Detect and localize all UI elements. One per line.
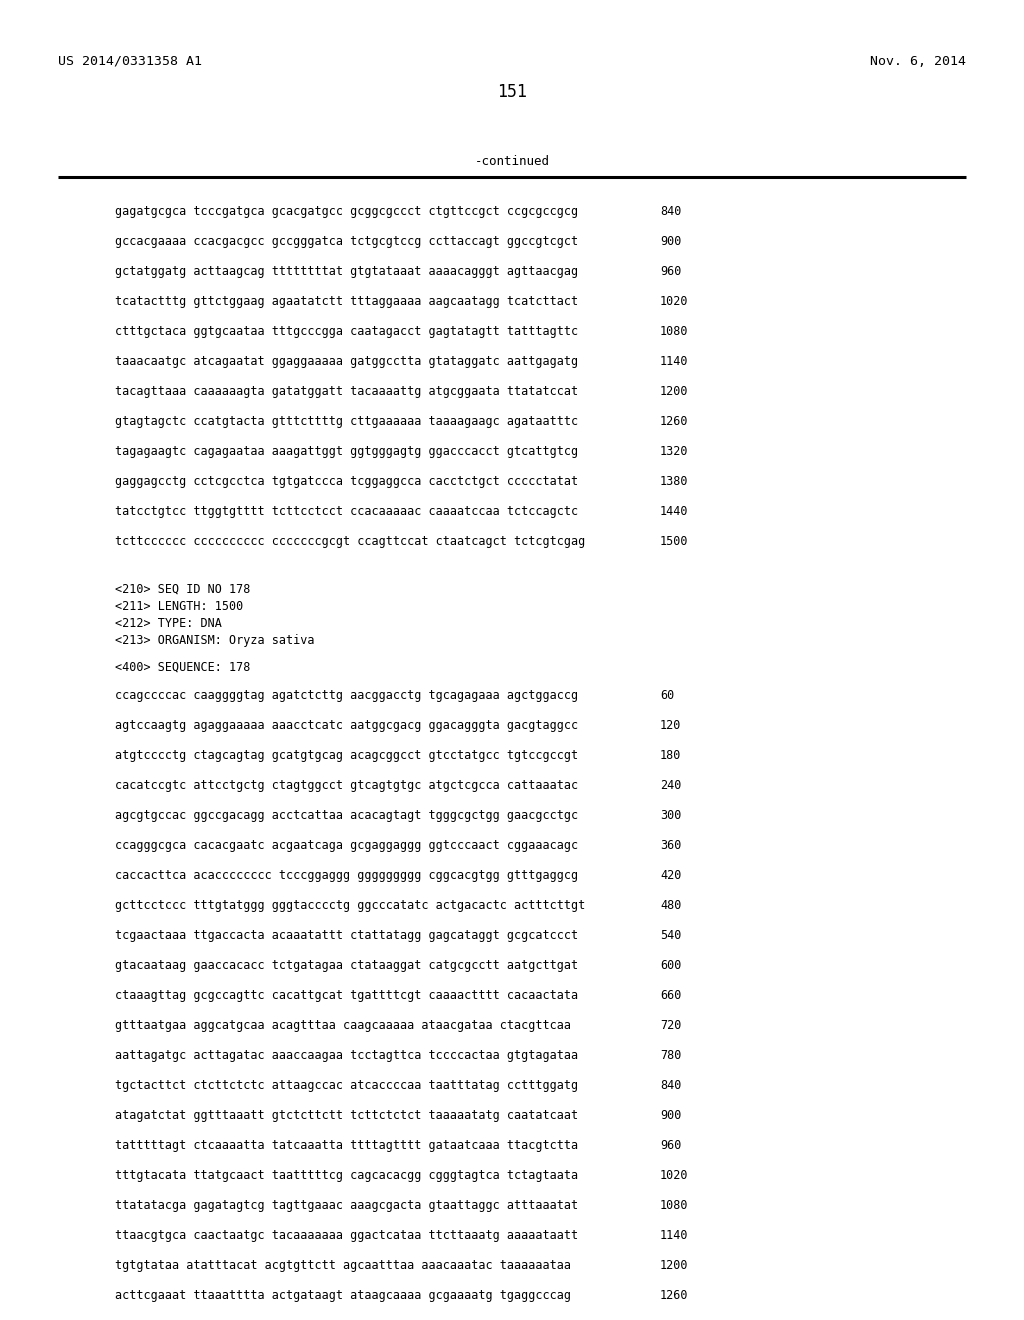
Text: 1500: 1500 xyxy=(660,535,688,548)
Text: cacatccgtc attcctgctg ctagtggcct gtcagtgtgc atgctcgcca cattaaatac: cacatccgtc attcctgctg ctagtggcct gtcagtg… xyxy=(115,779,579,792)
Text: 1200: 1200 xyxy=(660,1259,688,1272)
Text: <210> SEQ ID NO 178: <210> SEQ ID NO 178 xyxy=(115,583,251,597)
Text: tcatactttg gttctggaag agaatatctt tttaggaaaa aagcaatagg tcatcttact: tcatactttg gttctggaag agaatatctt tttagga… xyxy=(115,294,579,308)
Text: 360: 360 xyxy=(660,840,681,851)
Text: Nov. 6, 2014: Nov. 6, 2014 xyxy=(870,55,966,69)
Text: <400> SEQUENCE: 178: <400> SEQUENCE: 178 xyxy=(115,661,251,675)
Text: 840: 840 xyxy=(660,205,681,218)
Text: gtacaataag gaaccacacc tctgatagaa ctataaggat catgcgcctt aatgcttgat: gtacaataag gaaccacacc tctgatagaa ctataag… xyxy=(115,960,579,972)
Text: taaacaatgc atcagaatat ggaggaaaaa gatggcctta gtataggatc aattgagatg: taaacaatgc atcagaatat ggaggaaaaa gatggcc… xyxy=(115,355,579,368)
Text: gtttaatgaa aggcatgcaa acagtttaa caagcaaaaa ataacgataa ctacgttcaa: gtttaatgaa aggcatgcaa acagtttaa caagcaaa… xyxy=(115,1019,571,1032)
Text: 1080: 1080 xyxy=(660,325,688,338)
Text: tcgaactaaa ttgaccacta acaaatattt ctattatagg gagcataggt gcgcatccct: tcgaactaaa ttgaccacta acaaatattt ctattat… xyxy=(115,929,579,942)
Text: 420: 420 xyxy=(660,869,681,882)
Text: gaggagcctg cctcgcctca tgtgatccca tcggaggcca cacctctgct ccccctatat: gaggagcctg cctcgcctca tgtgatccca tcggagg… xyxy=(115,475,579,488)
Text: ccagggcgca cacacgaatc acgaatcaga gcgaggaggg ggtcccaact cggaaacagc: ccagggcgca cacacgaatc acgaatcaga gcgagga… xyxy=(115,840,579,851)
Text: 1080: 1080 xyxy=(660,1199,688,1212)
Text: <213> ORGANISM: Oryza sativa: <213> ORGANISM: Oryza sativa xyxy=(115,634,314,647)
Text: gccacgaaaa ccacgacgcc gccgggatca tctgcgtccg ccttaccagt ggccgtcgct: gccacgaaaa ccacgacgcc gccgggatca tctgcgt… xyxy=(115,235,579,248)
Text: tttgtacata ttatgcaact taatttttcg cagcacacgg cgggtagtca tctagtaata: tttgtacata ttatgcaact taatttttcg cagcaca… xyxy=(115,1170,579,1181)
Text: 1380: 1380 xyxy=(660,475,688,488)
Text: 1440: 1440 xyxy=(660,506,688,517)
Text: tcttcccccc cccccccccc cccccccgcgt ccagttccat ctaatcagct tctcgtcgag: tcttcccccc cccccccccc cccccccgcgt ccagtt… xyxy=(115,535,586,548)
Text: gagatgcgca tcccgatgca gcacgatgcc gcggcgccct ctgttccgct ccgcgccgcg: gagatgcgca tcccgatgca gcacgatgcc gcggcgc… xyxy=(115,205,579,218)
Text: 720: 720 xyxy=(660,1019,681,1032)
Text: ctttgctaca ggtgcaataa tttgcccgga caatagacct gagtatagtt tatttagttc: ctttgctaca ggtgcaataa tttgcccgga caataga… xyxy=(115,325,579,338)
Text: tagagaagtc cagagaataa aaagattggt ggtgggagtg ggacccacct gtcattgtcg: tagagaagtc cagagaataa aaagattggt ggtggga… xyxy=(115,445,579,458)
Text: tacagttaaa caaaaaagta gatatggatt tacaaaattg atgcggaata ttatatccat: tacagttaaa caaaaaagta gatatggatt tacaaaa… xyxy=(115,385,579,399)
Text: gtagtagctc ccatgtacta gtttcttttg cttgaaaaaa taaaagaagc agataatttc: gtagtagctc ccatgtacta gtttcttttg cttgaaa… xyxy=(115,414,579,428)
Text: gcttcctccc tttgtatggg gggtacccctg ggcccatatc actgacactc actttcttgt: gcttcctccc tttgtatggg gggtacccctg ggccca… xyxy=(115,899,586,912)
Text: tatcctgtcc ttggtgtttt tcttcctcct ccacaaaaac caaaatccaa tctccagctc: tatcctgtcc ttggtgtttt tcttcctcct ccacaaa… xyxy=(115,506,579,517)
Text: 660: 660 xyxy=(660,989,681,1002)
Text: 60: 60 xyxy=(660,689,674,702)
Text: <212> TYPE: DNA: <212> TYPE: DNA xyxy=(115,616,222,630)
Text: tatttttagt ctcaaaatta tatcaaatta ttttagtttt gataatcaaa ttacgtctta: tatttttagt ctcaaaatta tatcaaatta ttttagt… xyxy=(115,1139,579,1152)
Text: agcgtgccac ggccgacagg acctcattaa acacagtagt tgggcgctgg gaacgcctgc: agcgtgccac ggccgacagg acctcattaa acacagt… xyxy=(115,809,579,822)
Text: ccagccccac caaggggtag agatctcttg aacggacctg tgcagagaaa agctggaccg: ccagccccac caaggggtag agatctcttg aacggac… xyxy=(115,689,579,702)
Text: 480: 480 xyxy=(660,899,681,912)
Text: 600: 600 xyxy=(660,960,681,972)
Text: 1320: 1320 xyxy=(660,445,688,458)
Text: aattagatgc acttagatac aaaccaagaa tcctagttca tccccactaa gtgtagataa: aattagatgc acttagatac aaaccaagaa tcctagt… xyxy=(115,1049,579,1063)
Text: tgctacttct ctcttctctc attaagccac atcaccccaa taatttatag cctttggatg: tgctacttct ctcttctctc attaagccac atcaccc… xyxy=(115,1078,579,1092)
Text: ctaaagttag gcgccagttc cacattgcat tgattttcgt caaaactttt cacaactata: ctaaagttag gcgccagttc cacattgcat tgatttt… xyxy=(115,989,579,1002)
Text: atagatctat ggtttaaatt gtctcttctt tcttctctct taaaaatatg caatatcaat: atagatctat ggtttaaatt gtctcttctt tcttctc… xyxy=(115,1109,579,1122)
Text: 960: 960 xyxy=(660,265,681,279)
Text: 780: 780 xyxy=(660,1049,681,1063)
Text: ttatatacga gagatagtcg tagttgaaac aaagcgacta gtaattaggc atttaaatat: ttatatacga gagatagtcg tagttgaaac aaagcga… xyxy=(115,1199,579,1212)
Text: 1020: 1020 xyxy=(660,294,688,308)
Text: 900: 900 xyxy=(660,235,681,248)
Text: 180: 180 xyxy=(660,748,681,762)
Text: agtccaagtg agaggaaaaa aaacctcatc aatggcgacg ggacagggta gacgtaggcc: agtccaagtg agaggaaaaa aaacctcatc aatggcg… xyxy=(115,719,579,733)
Text: 1260: 1260 xyxy=(660,414,688,428)
Text: 151: 151 xyxy=(497,83,527,102)
Text: 1140: 1140 xyxy=(660,355,688,368)
Text: US 2014/0331358 A1: US 2014/0331358 A1 xyxy=(58,55,202,69)
Text: ttaacgtgca caactaatgc tacaaaaaaa ggactcataa ttcttaaatg aaaaataatt: ttaacgtgca caactaatgc tacaaaaaaa ggactca… xyxy=(115,1229,579,1242)
Text: tgtgtataa atatttacat acgtgttctt agcaatttaa aaacaaatac taaaaaataa: tgtgtataa atatttacat acgtgttctt agcaattt… xyxy=(115,1259,571,1272)
Text: 1260: 1260 xyxy=(660,1290,688,1302)
Text: 1140: 1140 xyxy=(660,1229,688,1242)
Text: 960: 960 xyxy=(660,1139,681,1152)
Text: 1020: 1020 xyxy=(660,1170,688,1181)
Text: atgtcccctg ctagcagtag gcatgtgcag acagcggcct gtcctatgcc tgtccgccgt: atgtcccctg ctagcagtag gcatgtgcag acagcgg… xyxy=(115,748,579,762)
Text: -continued: -continued xyxy=(474,154,550,168)
Text: 300: 300 xyxy=(660,809,681,822)
Text: 1200: 1200 xyxy=(660,385,688,399)
Text: 840: 840 xyxy=(660,1078,681,1092)
Text: <211> LENGTH: 1500: <211> LENGTH: 1500 xyxy=(115,601,244,612)
Text: acttcgaaat ttaaatttta actgataagt ataagcaaaa gcgaaaatg tgaggcccag: acttcgaaat ttaaatttta actgataagt ataagca… xyxy=(115,1290,571,1302)
Text: 240: 240 xyxy=(660,779,681,792)
Text: gctatggatg acttaagcag ttttttttat gtgtataaat aaaacagggt agttaacgag: gctatggatg acttaagcag ttttttttat gtgtata… xyxy=(115,265,579,279)
Text: 120: 120 xyxy=(660,719,681,733)
Text: caccacttca acacccccccc tcccggaggg ggggggggg cggcacgtgg gtttgaggcg: caccacttca acacccccccc tcccggaggg gggggg… xyxy=(115,869,579,882)
Text: 540: 540 xyxy=(660,929,681,942)
Text: 900: 900 xyxy=(660,1109,681,1122)
